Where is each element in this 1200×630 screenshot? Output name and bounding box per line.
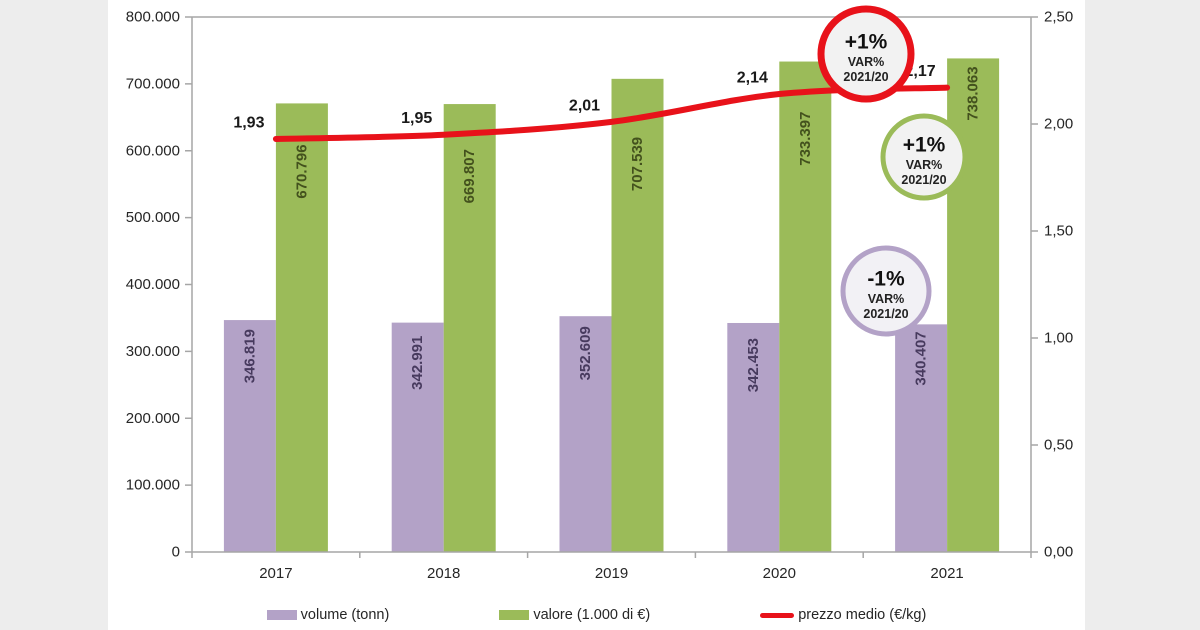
annotation-var: VAR% xyxy=(848,55,885,69)
line-point-label: 2,01 xyxy=(569,97,600,114)
category-label: 2019 xyxy=(595,565,628,582)
price-var-badge xyxy=(817,5,915,103)
annotation-period: 2021/20 xyxy=(863,307,908,321)
volume-bar-2020 xyxy=(727,322,780,552)
left-tick-label: 500.000 xyxy=(126,209,180,226)
annotation-pct: +1% xyxy=(845,31,888,54)
annotation-period: 2021/20 xyxy=(843,70,888,84)
bar-value-label: 342.453 xyxy=(745,338,762,392)
annotation-var: VAR% xyxy=(868,292,905,306)
left-tick-label: 300.000 xyxy=(126,343,180,360)
annotation-pct: +1% xyxy=(903,134,946,157)
legend-label-valore: valore (1.000 di €) xyxy=(533,607,651,623)
category-label: 2018 xyxy=(427,565,460,582)
right-tick-label: 0,00 xyxy=(1044,544,1073,561)
legend-label-prezzo: prezzo medio (€/kg) xyxy=(798,607,927,623)
bar-value-label: 346.819 xyxy=(241,329,258,383)
annotation-period: 2021/20 xyxy=(901,173,946,187)
left-tick-label: 700.000 xyxy=(126,75,180,92)
volume-bar-2021 xyxy=(895,324,948,552)
left-tick-label: 400.000 xyxy=(126,276,180,293)
left-tick-label: 100.000 xyxy=(126,477,180,494)
volume-bar-2019 xyxy=(559,316,612,552)
valore-bar-2018 xyxy=(443,104,496,553)
bar-value-label: 670.796 xyxy=(293,144,310,198)
legend-label-volume: volume (tonn) xyxy=(300,607,390,623)
bar-value-label: 733.397 xyxy=(797,112,814,166)
category-label: 2017 xyxy=(259,565,292,582)
left-tick-label: 0 xyxy=(172,544,180,561)
valore-bar-2017 xyxy=(275,103,328,552)
right-tick-label: 2,00 xyxy=(1044,116,1073,133)
right-tick-label: 0,50 xyxy=(1044,437,1073,454)
annotation-pct: -1% xyxy=(867,268,905,291)
category-label: 2021 xyxy=(930,565,963,582)
bar-value-label: 707.539 xyxy=(629,137,646,191)
bar-value-label: 669.807 xyxy=(461,149,478,203)
bar-value-label: 738.063 xyxy=(965,66,982,120)
value-var-badge xyxy=(880,113,968,201)
bar-value-label: 342.991 xyxy=(409,336,426,390)
valore-bar-2019 xyxy=(611,78,664,553)
category-label: 2020 xyxy=(763,565,796,582)
legend-item-volume: volume (tonn) xyxy=(266,607,390,623)
volume-var-badge xyxy=(840,245,932,337)
legend-item-valore: valore (1.000 di €) xyxy=(499,607,650,623)
valore-bar-2020 xyxy=(779,61,832,552)
volume-bar-2018 xyxy=(391,322,444,552)
bar-value-label: 352.609 xyxy=(577,326,594,380)
right-tick-label: 1,00 xyxy=(1044,330,1073,347)
annotation-var: VAR% xyxy=(906,158,943,172)
right-tick-label: 1,50 xyxy=(1044,223,1073,240)
chart-legend: volume (tonn) valore (1.000 di €) prezzo… xyxy=(108,603,1085,627)
line-point-label: 2,14 xyxy=(737,70,768,87)
prezzo-medio-line xyxy=(272,84,951,142)
left-tick-label: 800.000 xyxy=(126,9,180,26)
valore-swatch-icon xyxy=(499,610,530,620)
volume-bar-2017 xyxy=(223,320,276,552)
bar-value-label: 340.407 xyxy=(913,331,930,385)
right-tick-label: 2,50 xyxy=(1044,9,1073,26)
line-point-label: 1,93 xyxy=(233,114,264,131)
line-point-label: 1,95 xyxy=(401,110,432,127)
legend-item-prezzo: prezzo medio (€/kg) xyxy=(760,607,926,623)
left-tick-label: 600.000 xyxy=(126,142,180,159)
prezzo-swatch-icon xyxy=(760,612,795,618)
left-tick-label: 200.000 xyxy=(126,410,180,427)
volume-swatch-icon xyxy=(266,610,297,620)
